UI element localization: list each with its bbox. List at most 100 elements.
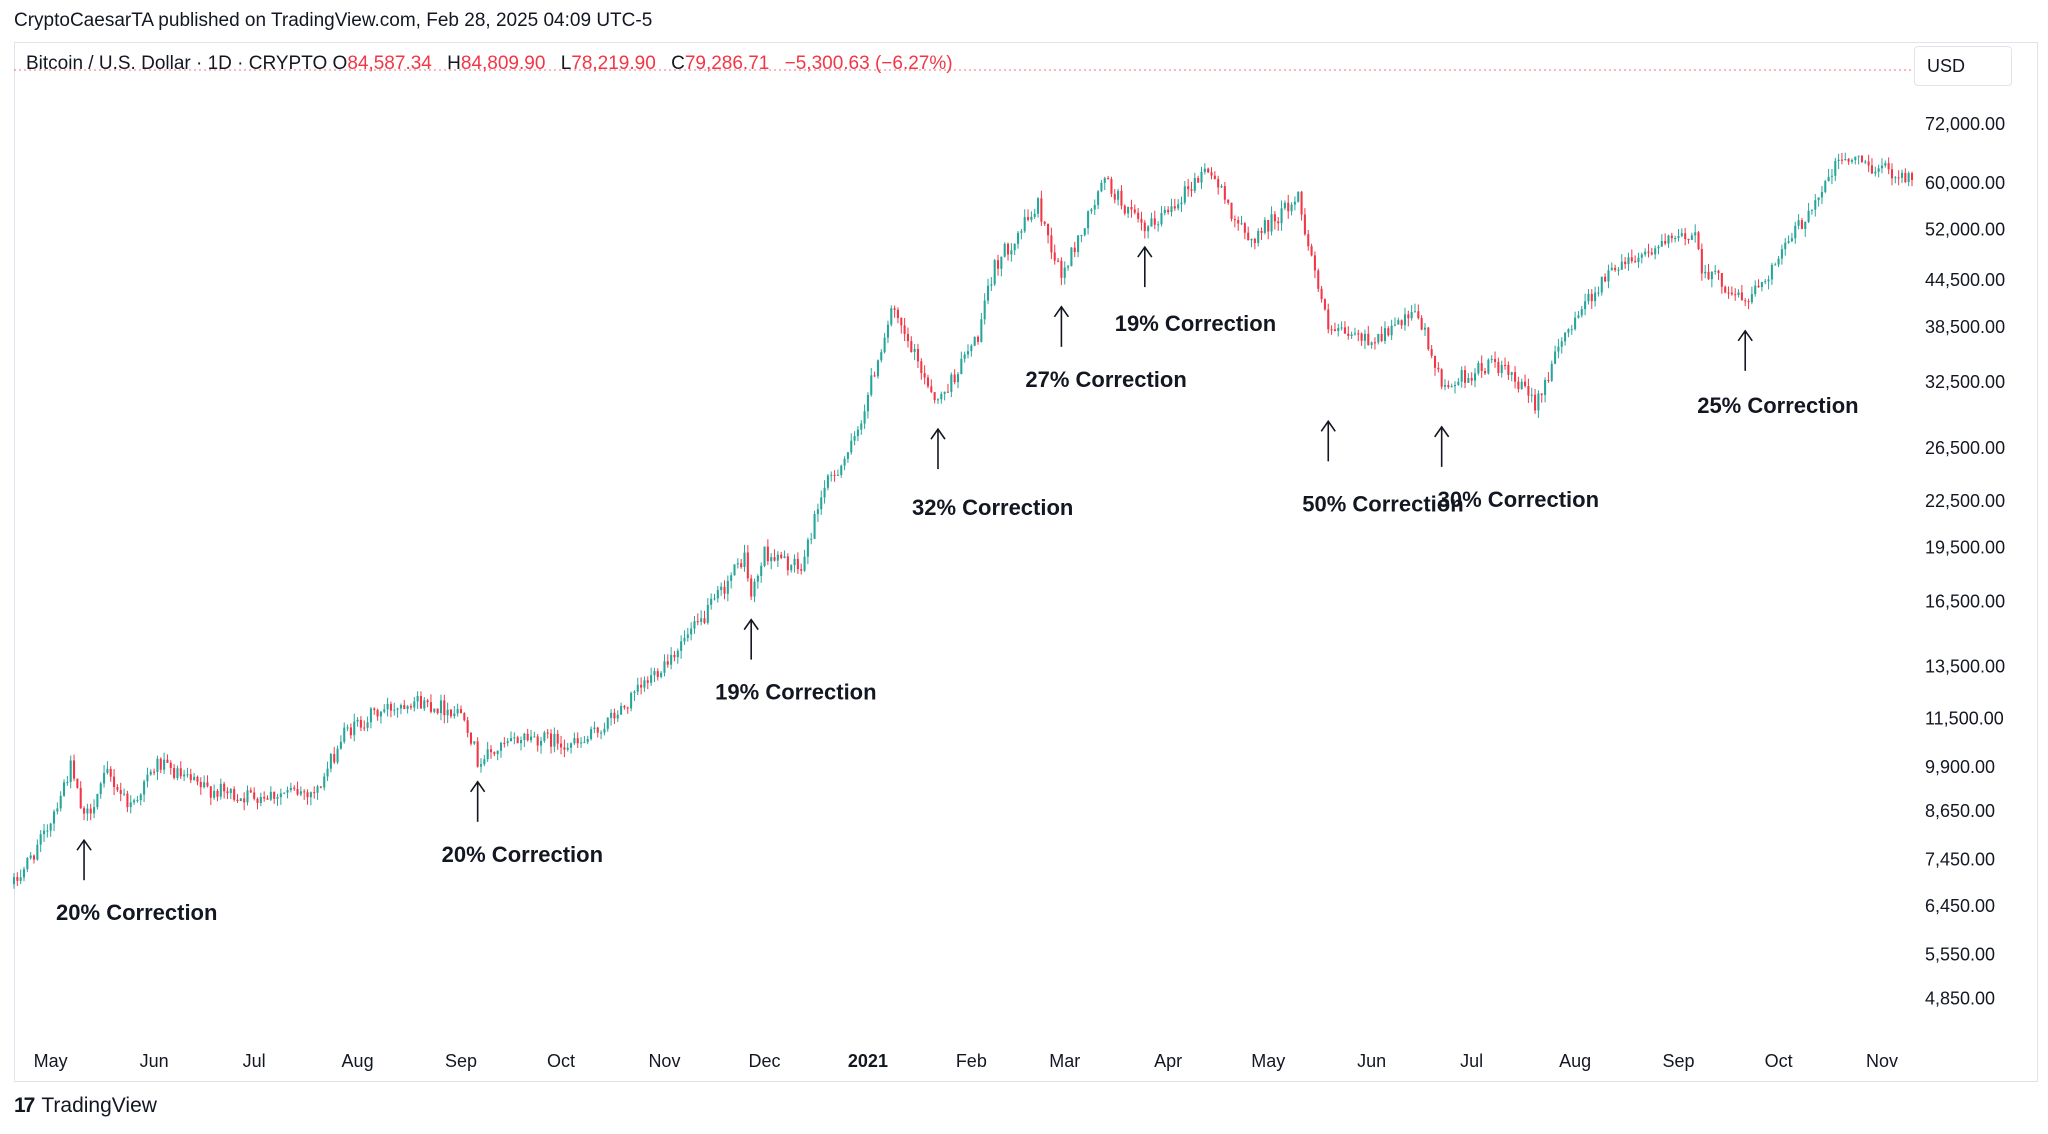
candle-body (930, 386, 933, 393)
candle-body (1820, 191, 1823, 198)
candle-body (483, 759, 486, 765)
candle-body (740, 563, 743, 568)
candle-body (566, 747, 569, 750)
candle-body (1710, 271, 1713, 280)
symbol-name[interactable]: Bitcoin / U.S. Dollar · 1D · CRYPTO (26, 53, 328, 74)
candle-body (276, 797, 279, 799)
candle-body (1053, 252, 1056, 261)
candle-body (743, 552, 746, 568)
candle-body (236, 799, 239, 802)
candle-body (1340, 327, 1343, 329)
tradingview-logo-icon: 17 (14, 1094, 35, 1117)
candle-body (1544, 379, 1547, 396)
time-axis-label: Jun (140, 1051, 169, 1071)
time-axis-label: Jun (1357, 1051, 1386, 1071)
time-axis-label: Oct (1765, 1051, 1793, 1071)
candle-body (883, 337, 886, 353)
candle-body (403, 705, 406, 709)
candle-body (1690, 235, 1693, 240)
low-value: 78,219.90 (571, 53, 656, 74)
candle-body (1657, 246, 1660, 249)
candle-body (519, 740, 523, 744)
candle-body (1123, 205, 1126, 214)
annotation-label: 25% Correction (1697, 393, 1858, 418)
annotation-arrow-head (743, 618, 759, 631)
annotation-arrow-head (76, 838, 92, 851)
candle-body (1697, 232, 1700, 250)
candle-body (620, 705, 623, 715)
candle-body (1253, 238, 1256, 244)
candle-body (499, 742, 503, 751)
candle-body (143, 781, 146, 795)
candle-body (93, 807, 96, 814)
time-axis-label: Mar (1049, 1051, 1080, 1071)
candle-body (56, 808, 59, 812)
candle-body (1827, 176, 1830, 182)
candle-body (1754, 285, 1757, 295)
candle-body (863, 411, 866, 424)
candle-body (116, 787, 119, 790)
candle-body (1063, 267, 1066, 278)
candle-body (46, 830, 49, 832)
candle-body (720, 586, 723, 590)
candle-body (966, 351, 970, 355)
candle-body (1757, 285, 1760, 288)
candle-body (1410, 312, 1413, 319)
candle-body (12, 876, 16, 885)
candle-body (1413, 311, 1417, 313)
candle-body (32, 855, 36, 860)
candle-body (1717, 270, 1720, 274)
candle-body (159, 758, 162, 770)
candle-body (1150, 218, 1153, 227)
candle-body (1290, 204, 1293, 212)
candle-body (1127, 207, 1130, 214)
candle-body (1620, 261, 1623, 270)
candle-body (1073, 247, 1076, 253)
candle-body (1453, 384, 1457, 387)
candle-body (1724, 286, 1727, 293)
candle-body (923, 373, 926, 378)
time-axis-label: May (1251, 1051, 1285, 1071)
candle-body (870, 375, 873, 395)
candle-body (773, 557, 776, 561)
candle-body (1120, 190, 1123, 206)
candle-body (940, 393, 943, 400)
price-axis-label: 44,500.00 (1925, 270, 2005, 290)
candle-body (1647, 251, 1650, 253)
candle-body (1183, 186, 1186, 203)
candle-body (513, 737, 516, 739)
candle-body (1810, 209, 1813, 211)
candle-body (1203, 168, 1206, 172)
candle-body (1427, 327, 1430, 350)
currency-button[interactable]: USD (1914, 46, 2012, 86)
candle-body (1890, 169, 1894, 179)
candle-body (1707, 271, 1710, 280)
price-axis-label: 38,500.00 (1925, 317, 2005, 337)
candle-body (1897, 177, 1900, 179)
candle-body (1664, 240, 1667, 244)
candle-body (386, 703, 389, 710)
candle-body (1393, 324, 1397, 326)
candle-body (1473, 373, 1477, 381)
candle-body (1030, 216, 1033, 220)
candle-body (369, 708, 372, 723)
candle-body (1460, 370, 1463, 382)
candle-body (593, 727, 596, 730)
candle-body (263, 796, 266, 799)
candle-body (1257, 230, 1260, 244)
tradingview-logo[interactable]: 17 TradingView (14, 1094, 157, 1118)
candle-body (880, 352, 883, 361)
candle-body (750, 578, 753, 597)
candle-body (446, 709, 449, 716)
candle-body (209, 786, 212, 798)
candle-body (1850, 160, 1853, 162)
candle-body (336, 748, 339, 763)
candle-body (1674, 237, 1677, 239)
annotation-label: 32% Correction (912, 495, 1073, 520)
candle-body (199, 781, 202, 788)
candle-body (413, 701, 416, 708)
candle-body (990, 284, 993, 286)
candle-body (900, 317, 903, 326)
candle-body (1300, 191, 1303, 215)
